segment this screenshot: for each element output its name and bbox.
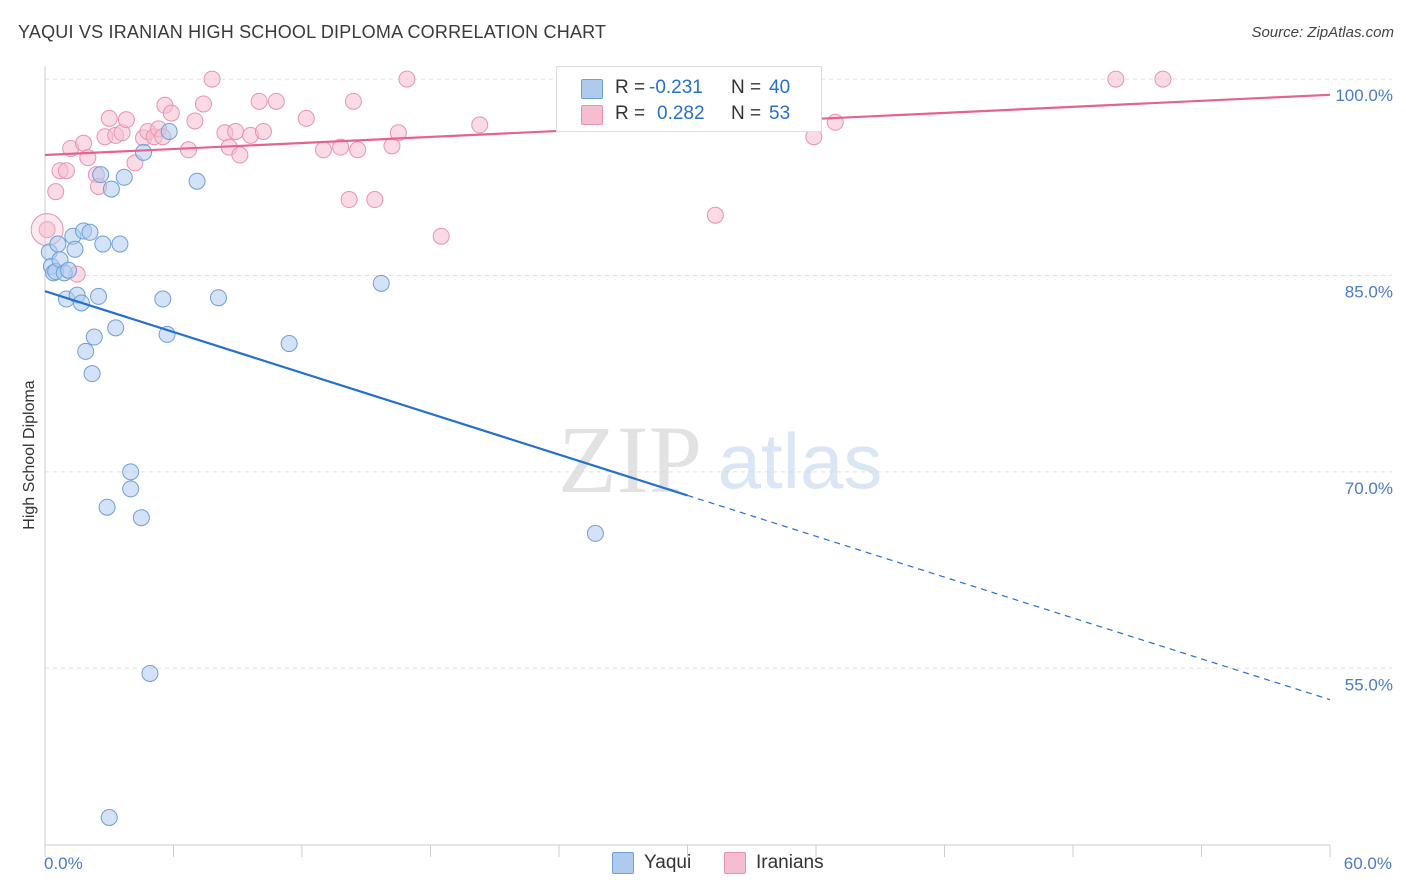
y-tick-label-55: 55.0% [1345, 675, 1393, 694]
iranians-point-3 [57, 162, 75, 180]
yaqui-point-18 [90, 287, 108, 305]
iranians-point-11 [100, 109, 118, 127]
stats-legend: R = -0.231 N = 40 R = 0.282 N = 53 [556, 66, 822, 132]
yaqui-point-8 [60, 261, 78, 279]
iranians-point-42 [389, 124, 407, 142]
yaqui-r-label: R = [615, 77, 646, 98]
yaqui-points [40, 122, 604, 827]
chart-title: YAQUI VS IRANIAN HIGH SCHOOL DIPLOMA COR… [18, 22, 607, 42]
iranians-point-29 [231, 146, 249, 164]
iranians-legend-swatch [724, 852, 746, 874]
iranians-point-25 [203, 70, 221, 88]
yaqui-point-39 [100, 809, 118, 827]
iranians-point-14 [117, 111, 135, 129]
iranians-point-35 [314, 141, 332, 159]
yaqui-point-35 [209, 289, 227, 307]
iranians-legend-label: Iranians [756, 852, 824, 873]
yaqui-point-15 [81, 223, 99, 241]
iranians-points [30, 70, 1172, 283]
y-tick-label-85: 85.0% [1345, 282, 1393, 301]
yaqui-point-21 [98, 498, 116, 516]
iranians-point-31 [250, 92, 268, 110]
y-tick-labels: 100.0% 85.0% 70.0% 55.0% [1335, 86, 1393, 694]
yaqui-point-4 [49, 235, 67, 253]
yaqui-point-14 [77, 342, 95, 360]
iranians-point-34 [297, 109, 315, 127]
iranians-n-label: N = [731, 103, 762, 124]
yaqui-point-25 [115, 168, 133, 186]
x-tick-label-min: 0.0% [44, 854, 83, 873]
source-label: Source: ZipAtlas.com [1251, 24, 1394, 41]
yaqui-point-34 [188, 172, 206, 190]
axes [44, 66, 1331, 857]
yaqui-point-16 [83, 365, 101, 383]
yaqui-point-37 [372, 274, 390, 292]
yaqui-point-31 [154, 290, 172, 308]
yaqui-trend-extension [687, 494, 1331, 701]
yaqui-legend-swatch [612, 852, 634, 874]
iranians-point-43 [398, 70, 416, 88]
yaqui-n-label: N = [731, 77, 762, 98]
iranians-point-51 [1154, 70, 1172, 88]
watermark-zip: ZIP [558, 406, 702, 513]
iranians-point-40 [366, 191, 384, 209]
yaqui-point-17 [85, 328, 103, 346]
iranians-point-24 [194, 95, 212, 113]
iranians-r-label: R = [615, 103, 646, 124]
yaqui-legend-label: Yaqui [644, 852, 692, 873]
yaqui-point-38 [586, 524, 604, 542]
iranians-point-32 [254, 122, 272, 140]
iranians-point-33 [267, 92, 285, 110]
yaqui-point-22 [102, 180, 120, 198]
iranians-point-50 [1107, 70, 1125, 88]
yaqui-point-19 [92, 166, 110, 184]
iranians-point-38 [344, 92, 362, 110]
yaqui-point-20 [94, 235, 112, 253]
x-tick-label-max: 60.0% [1344, 854, 1392, 873]
yaqui-point-36 [280, 335, 298, 353]
iranians-point-23 [186, 112, 204, 130]
iranians-point-0 [38, 221, 56, 239]
iranians-swatch [581, 105, 603, 125]
gridlines [45, 78, 1392, 669]
iranians-point-28 [227, 122, 245, 140]
iranians-point-36 [332, 138, 350, 156]
y-tick-label-100: 100.0% [1335, 86, 1393, 105]
iranians-point-47 [706, 206, 724, 224]
iranians-point-45 [471, 116, 489, 134]
iranians-r-value: 0.282 [657, 103, 705, 124]
yaqui-point-33 [160, 122, 178, 140]
iranians-point-6 [75, 134, 93, 152]
yaqui-point-23 [107, 319, 125, 337]
trend-lines [44, 93, 1331, 701]
yaqui-point-28 [132, 509, 150, 527]
yaqui-point-24 [111, 235, 129, 253]
iranians-point-44 [432, 227, 450, 245]
iranians-n-value: 53 [769, 103, 791, 124]
y-tick-label-70: 70.0% [1345, 479, 1393, 498]
iranians-point-22 [179, 141, 197, 159]
yaqui-r-value: -0.231 [649, 77, 703, 98]
iranians-point-39 [349, 141, 367, 159]
watermark-atlas: atlas [718, 417, 883, 505]
yaqui-point-27 [122, 480, 140, 498]
yaqui-point-10 [66, 240, 84, 258]
yaqui-trend-line [44, 290, 688, 497]
iranians-point-37 [340, 191, 358, 209]
yaqui-point-30 [141, 664, 159, 682]
yaqui-point-26 [122, 463, 140, 481]
yaqui-swatch [581, 79, 603, 99]
yaqui-point-29 [135, 143, 153, 161]
iranians-point-1 [47, 183, 65, 201]
iranians-point-21 [162, 104, 180, 122]
y-axis-label: High School Diploma [21, 380, 38, 530]
yaqui-n-value: 40 [769, 77, 791, 98]
